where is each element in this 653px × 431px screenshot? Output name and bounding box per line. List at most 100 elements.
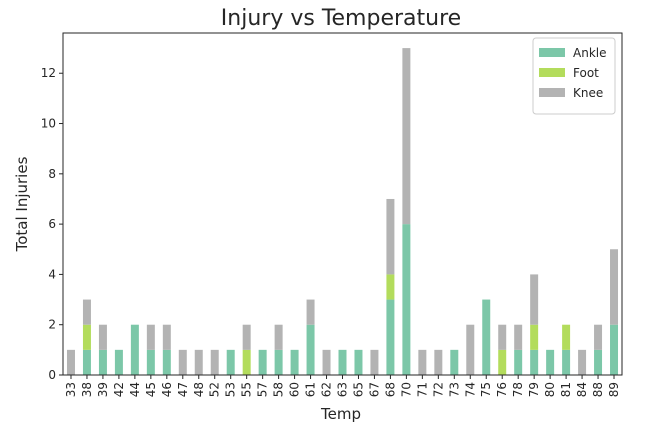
legend-label-knee: Knee: [573, 86, 603, 100]
x-tick-label-47: 47: [176, 382, 190, 397]
bar-knee-71: [418, 349, 427, 375]
x-tick-label-88: 88: [591, 382, 605, 397]
plot-area: 33 38 39 42 44 45 46 47 48 52 53 55 57 58 60 61 62 63 65 67…: [41, 32, 623, 397]
x-tick-label-80: 80: [543, 382, 557, 397]
bar-ankle-78: [514, 349, 523, 375]
y-tick-label-4: 4: [48, 267, 56, 281]
bar-knee-55: [242, 324, 251, 350]
legend-label-foot: Foot: [573, 66, 599, 80]
bar-knee-70: [402, 48, 411, 225]
bar-knee-84: [578, 349, 587, 375]
bar-foot-79: [530, 324, 539, 350]
bar-knee-48: [194, 349, 203, 375]
bar-foot-68: [386, 274, 395, 300]
x-tick-label-42: 42: [112, 382, 126, 397]
bar-ankle-68: [386, 299, 395, 375]
x-tick-label-71: 71: [415, 382, 429, 397]
x-tick-label-63: 63: [336, 382, 350, 397]
y-tick-label-6: 6: [48, 217, 56, 231]
x-tick-label-84: 84: [575, 382, 589, 397]
bar-knee-74: [466, 324, 475, 375]
x-tick-label-79: 79: [527, 382, 541, 397]
bar-ankle-46: [162, 349, 171, 375]
x-tick-label-60: 60: [288, 382, 302, 397]
y-tick-label-8: 8: [48, 167, 56, 181]
bar-knee-79: [530, 274, 539, 325]
x-tick-label-70: 70: [399, 382, 413, 397]
bar-ankle-79: [530, 349, 539, 375]
x-tick-label-76: 76: [495, 382, 509, 397]
bar-knee-58: [274, 324, 283, 350]
bar-ankle-89: [610, 324, 619, 375]
bar-knee-88: [594, 324, 603, 350]
bar-knee-68: [386, 198, 395, 275]
bar-knee-72: [434, 349, 443, 375]
bar-ankle-42: [114, 349, 123, 375]
x-tick-label-38: 38: [80, 382, 94, 397]
x-tick-label-55: 55: [240, 382, 254, 397]
bar-ankle-57: [258, 349, 267, 375]
bar-ankle-61: [306, 324, 315, 375]
x-tick-label-74: 74: [463, 382, 477, 397]
bar-knee-61: [306, 299, 315, 325]
bar-foot-76: [498, 349, 507, 375]
x-tick-label-67: 67: [367, 382, 381, 397]
x-tick-label-39: 39: [96, 382, 110, 397]
x-tick-label-75: 75: [479, 382, 493, 397]
bar-ankle-53: [226, 349, 235, 375]
y-tick-label-12: 12: [41, 66, 56, 80]
y-tick-label-10: 10: [41, 117, 56, 131]
bar-foot-81: [562, 324, 571, 350]
x-tick-label-73: 73: [447, 382, 461, 397]
x-tick-label-44: 44: [128, 382, 142, 397]
bar-ankle-75: [482, 299, 491, 375]
bar-ankle-63: [338, 349, 347, 375]
bar-ankle-44: [130, 324, 139, 375]
x-axis-label: Temp: [320, 405, 361, 423]
x-tick-label-58: 58: [272, 382, 286, 397]
x-tick-label-78: 78: [511, 382, 525, 397]
legend-swatch-ankle: [539, 48, 565, 57]
x-tick-label-57: 57: [256, 382, 270, 397]
x-tick-label-46: 46: [160, 382, 174, 397]
x-tick-label-53: 53: [224, 382, 238, 397]
bar-foot-38: [82, 324, 91, 350]
x-tick-label-68: 68: [383, 382, 397, 397]
x-tick-label-81: 81: [559, 382, 573, 397]
x-tick-label-45: 45: [144, 382, 158, 397]
bar-knee-39: [98, 324, 107, 350]
y-tick-label-0: 0: [48, 368, 56, 382]
x-tick-label-33: 33: [64, 382, 78, 397]
bar-knee-33: [66, 349, 75, 375]
bar-knee-62: [322, 349, 331, 375]
legend-swatch-knee: [539, 88, 565, 97]
bar-ankle-45: [146, 349, 155, 375]
x-tick-label-65: 65: [351, 382, 365, 397]
bar-knee-45: [146, 324, 155, 350]
bar-knee-67: [370, 349, 379, 375]
bar-knee-76: [498, 324, 507, 350]
bar-ankle-80: [546, 349, 555, 375]
y-tick-label-2: 2: [48, 318, 56, 332]
bar-knee-78: [514, 324, 523, 350]
bar-knee-46: [162, 324, 171, 350]
bar-ankle-65: [354, 349, 363, 375]
x-tick-label-62: 62: [320, 382, 334, 397]
x-tick-label-48: 48: [192, 382, 206, 397]
x-tick-label-72: 72: [431, 382, 445, 397]
bar-knee-89: [610, 249, 619, 325]
bar-knee-52: [210, 349, 219, 375]
legend-swatch-foot: [539, 68, 565, 77]
x-tick-label-61: 61: [304, 382, 318, 397]
bar-knee-47: [178, 349, 187, 375]
bar-ankle-70: [402, 224, 411, 375]
legend-label-ankle: Ankle: [573, 46, 606, 60]
legend: Ankle Foot Knee: [532, 37, 616, 115]
bar-knee-38: [82, 299, 91, 325]
plot-frame: [62, 32, 623, 376]
bar-ankle-73: [450, 349, 459, 375]
bar-ankle-38: [82, 349, 91, 375]
y-axis-label: Total Injuries: [13, 156, 31, 252]
x-tick-label-89: 89: [607, 382, 621, 397]
